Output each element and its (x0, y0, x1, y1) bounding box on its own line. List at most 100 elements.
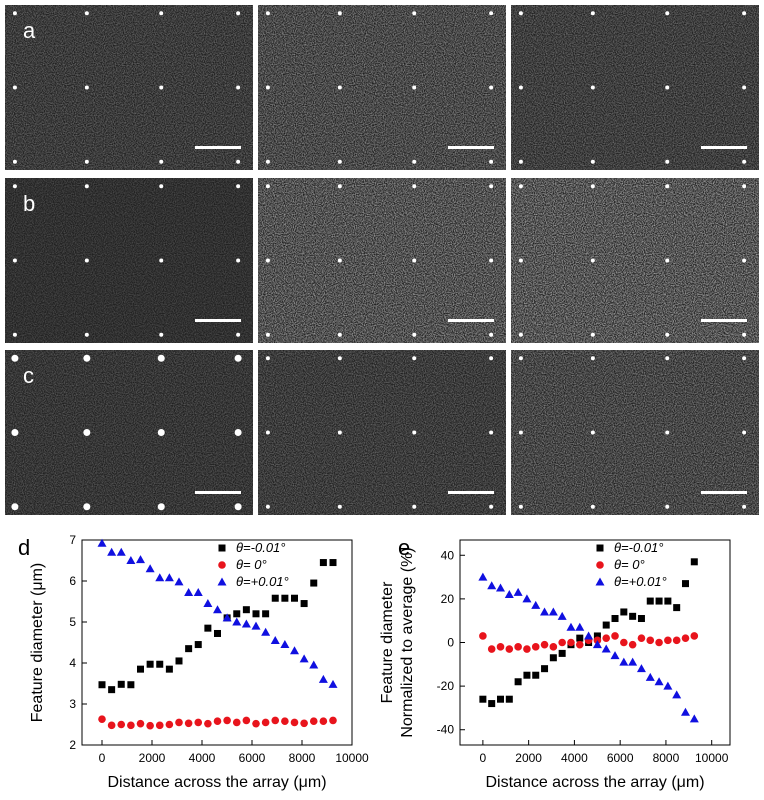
feature-dot (518, 356, 523, 361)
image-texture (258, 5, 506, 170)
marker (329, 559, 337, 567)
marker (126, 556, 136, 564)
marker (184, 719, 193, 728)
marker (174, 577, 184, 586)
feature-dot (265, 85, 270, 90)
marker (523, 645, 531, 653)
legend-marker (217, 577, 227, 586)
feature-dot (665, 332, 670, 337)
marker (232, 718, 241, 727)
x-axis-label: Distance across the array (μm) (107, 774, 326, 791)
marker (117, 720, 126, 729)
marker (558, 649, 566, 657)
scale-bar (195, 491, 241, 494)
marker (611, 632, 619, 640)
feature-dot (12, 159, 17, 164)
x-tick-label: 0 (99, 751, 106, 765)
marker (628, 640, 637, 649)
marker (646, 636, 655, 645)
marker (271, 716, 280, 725)
marker (548, 607, 558, 616)
legend-marker (218, 544, 226, 552)
marker (557, 611, 567, 620)
feature-dot (83, 429, 91, 436)
feature-dot (12, 11, 17, 16)
legend-marker (596, 544, 604, 552)
marker (549, 654, 557, 662)
marker (496, 643, 505, 651)
feature-dot (337, 504, 342, 509)
marker (672, 636, 681, 645)
marker (309, 660, 319, 669)
marker (155, 721, 164, 730)
marker (602, 634, 611, 642)
feature-dot (665, 504, 670, 509)
feature-dot (489, 430, 494, 435)
feature-dot (84, 184, 89, 189)
feature-dot (265, 504, 270, 509)
feature-dot (159, 184, 164, 189)
feature-dot (412, 184, 417, 189)
marker (576, 634, 584, 642)
marker (514, 678, 522, 686)
marker (541, 665, 549, 673)
feature-dot (742, 504, 747, 509)
marker (629, 612, 637, 620)
marker (558, 638, 566, 647)
x-tick-label: 6000 (607, 751, 634, 765)
feature-dot (590, 85, 595, 90)
feature-dot (489, 258, 494, 263)
y-tick-label: 7 (69, 533, 76, 547)
marker (184, 587, 194, 596)
marker (252, 719, 260, 728)
feature-dot (337, 356, 342, 361)
marker (98, 715, 106, 723)
marker (664, 636, 672, 645)
x-axis-label: Distance across the array (μm) (485, 774, 704, 791)
marker (194, 641, 202, 649)
marker (204, 719, 212, 728)
marker (310, 579, 318, 587)
marker (690, 558, 698, 566)
marker (107, 547, 117, 556)
feature-dot (236, 258, 241, 263)
feature-dot (518, 85, 523, 90)
marker (540, 607, 550, 616)
marker (681, 634, 690, 642)
x-tick-label: 4000 (189, 751, 216, 765)
feature-dot (742, 85, 747, 90)
feature-dot (412, 430, 417, 435)
y-axis-label: Feature diameter (379, 581, 396, 704)
feature-dot (412, 504, 417, 509)
marker (532, 671, 540, 679)
feature-dot (742, 11, 747, 16)
feature-dot (157, 503, 165, 511)
marker (654, 677, 664, 686)
feature-dot (590, 430, 595, 435)
feature-dot (159, 11, 164, 16)
marker (610, 651, 620, 660)
marker (116, 547, 126, 556)
feature-dot (665, 159, 670, 164)
y-tick-label: 2 (69, 738, 76, 752)
marker (290, 646, 299, 655)
y-tick-label: -20 (437, 679, 455, 693)
feature-dot (159, 85, 164, 90)
marker (549, 643, 558, 651)
feature-dot (518, 11, 523, 16)
feature-dot (11, 503, 19, 511)
marker (319, 559, 327, 567)
feature-dot (665, 184, 670, 189)
feature-dot (665, 11, 670, 16)
x-tick-label: 10000 (335, 751, 369, 765)
marker (329, 716, 337, 725)
y-axis-label: Feature diameter (μm) (29, 563, 46, 722)
feature-dot (742, 159, 747, 164)
marker (673, 604, 681, 612)
x-tick-label: 2000 (515, 751, 542, 765)
feature-dot (84, 11, 89, 16)
y-tick-label: 0 (447, 636, 454, 650)
scale-bar (195, 146, 241, 149)
image-texture (5, 5, 253, 170)
